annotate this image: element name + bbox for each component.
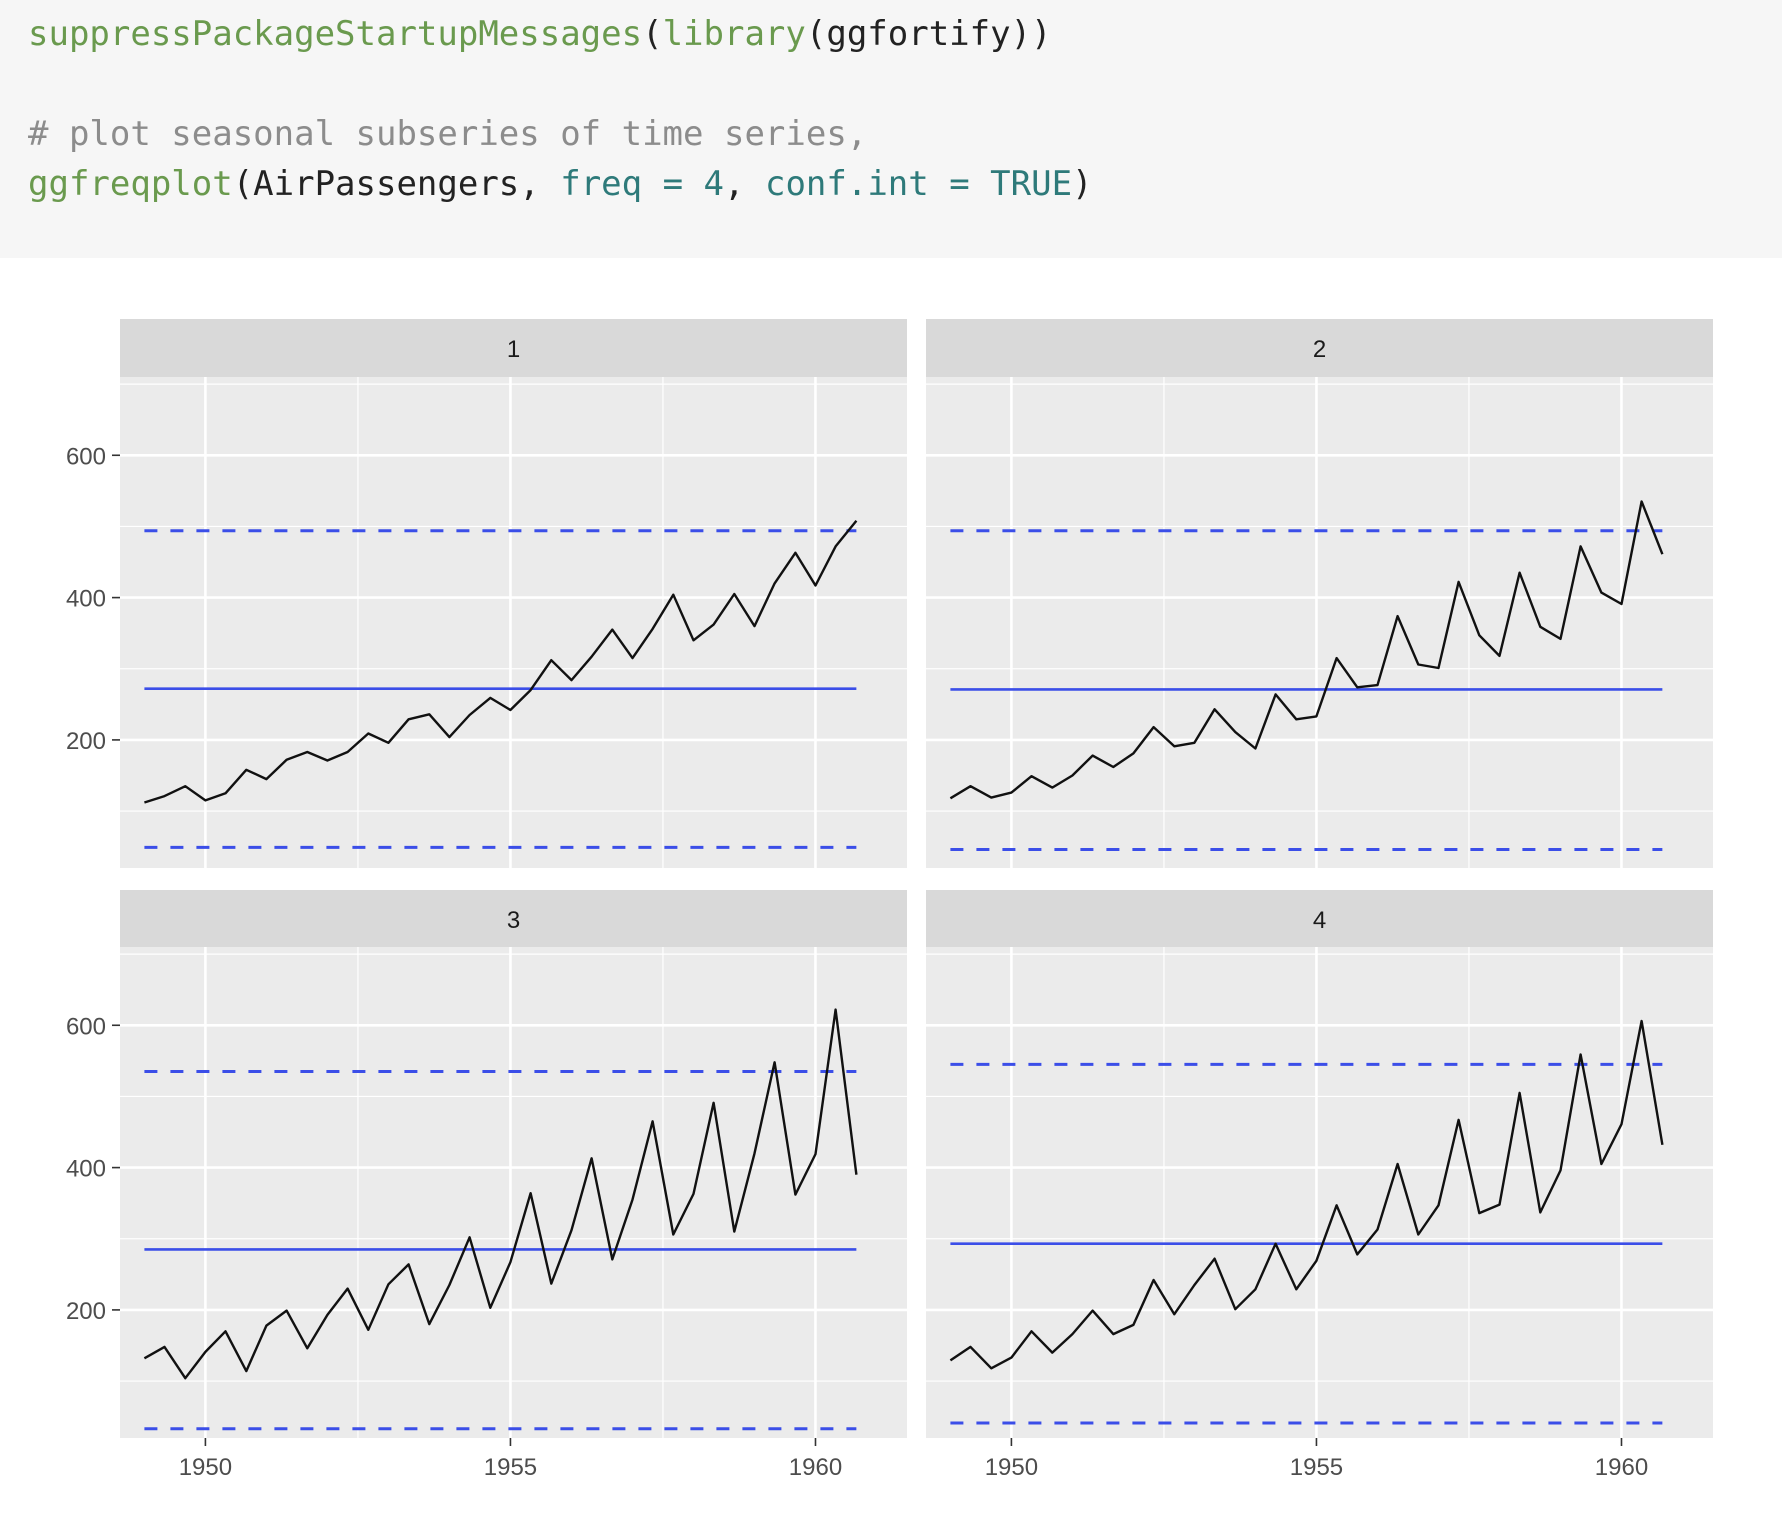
facet-3-x-tick-label: 1950 — [179, 1454, 232, 1481]
facet-2-strip-label: 2 — [1313, 336, 1326, 363]
facet-3-y-tick-label: 400 — [66, 1156, 106, 1183]
facet-4-x-tick-label: 1960 — [1595, 1454, 1648, 1481]
facet-2-series-line — [949, 500, 1664, 800]
facet-3-x-tick-label: 1955 — [484, 1454, 537, 1481]
facet-1-y-tick-label: 200 — [66, 728, 106, 755]
code-block: suppressPackageStartupMessages(library(g… — [0, 0, 1782, 258]
facet-4-x-tick-label: 1950 — [985, 1454, 1038, 1481]
facet-2-panel — [926, 377, 1713, 868]
code-line-3: ggfreqplot(AirPassengers, freq = 4, conf… — [28, 164, 1093, 204]
code-arg-conf: conf.int — [764, 164, 929, 204]
code-close: ) — [1072, 164, 1093, 204]
facet-4-x-tick-label: 1955 — [1290, 1454, 1343, 1481]
facet-1-strip-label: 1 — [507, 336, 520, 363]
facet-4-strip — [926, 890, 1713, 947]
facet-4-strip-label: 4 — [1313, 907, 1326, 934]
facet-1-strip — [120, 319, 907, 377]
facet-4-panel — [926, 947, 1713, 1438]
code-comma: , — [724, 164, 765, 204]
code-arg: (ggfortify)) — [805, 14, 1052, 54]
code-fn-ggfreqplot: ggfreqplot — [28, 164, 233, 204]
facet-3-y-tick-label: 600 — [66, 1013, 106, 1040]
code-fn-library: library — [662, 14, 806, 54]
facet-1-y-tick-label: 600 — [66, 443, 106, 470]
facet-3-y-tick-label: 200 — [66, 1298, 106, 1325]
facet-1-panel — [120, 377, 907, 868]
code-val-conf: TRUE — [990, 164, 1073, 204]
facet-2-strip — [926, 319, 1713, 377]
code-line-1: suppressPackageStartupMessages(library(g… — [28, 14, 1052, 54]
code-eq1: = — [642, 164, 704, 204]
chart-canvas: 1 200 400 600 2 3 200 400 600 1950 1955 1960 4 1950 19… — [66, 319, 1713, 1481]
facet-3-strip-label: 3 — [507, 907, 520, 934]
code-comment: # plot seasonal subseries of time series… — [28, 114, 868, 154]
facet-1-series-line — [144, 519, 858, 804]
facet-3-panel — [120, 947, 907, 1438]
facet-3-x-tick-label: 1960 — [789, 1454, 842, 1481]
code-fn-suppress: suppressPackageStartupMessages — [28, 14, 643, 54]
facet-1-y-tick-label: 400 — [66, 586, 106, 613]
code-arg-freq: freq — [560, 164, 643, 204]
code-paren: ( — [642, 14, 663, 54]
code-open: (AirPassengers, — [232, 164, 561, 204]
code-val-freq: 4 — [703, 164, 725, 204]
facet-chart: 1 200 400 600 2 3 200 400 600 1950 1955 1960 4 1950 19… — [0, 258, 1782, 1528]
code-eq2: = — [928, 164, 991, 204]
facet-3-series-line — [143, 1008, 858, 1380]
facet-4-series-line — [949, 1019, 1664, 1370]
facet-3-strip — [120, 890, 907, 947]
